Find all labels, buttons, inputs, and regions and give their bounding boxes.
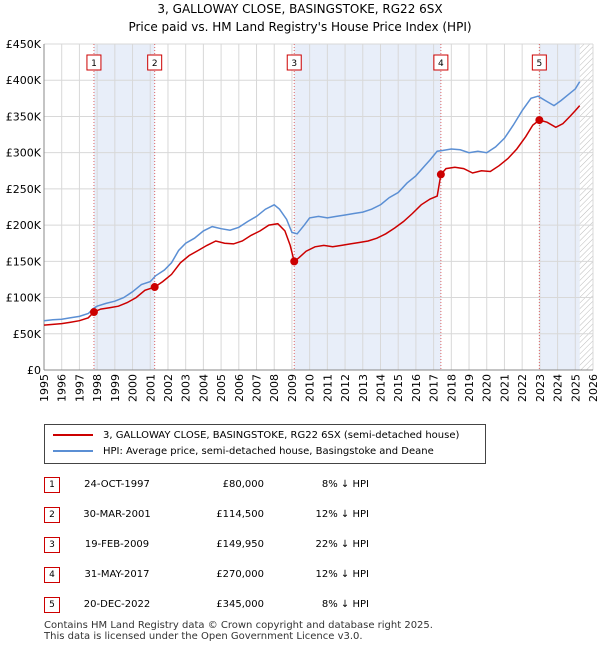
x-tick-label: 2016: [410, 374, 423, 402]
transaction-point: [290, 257, 299, 266]
transaction-marker-number: 1: [91, 59, 97, 69]
transaction-marker-number: 2: [152, 59, 158, 69]
x-tick-label: 2014: [374, 374, 387, 402]
x-tick-label: 1997: [73, 374, 86, 402]
transaction-price: £270,000: [216, 569, 264, 580]
y-tick-label: £100K: [6, 292, 42, 305]
ownership-band: [93, 44, 155, 370]
transaction-marker-number: 4: [438, 59, 444, 69]
transaction-marker-box: [531, 54, 547, 71]
x-tick-label: 1998: [91, 374, 104, 402]
legend-label-hpi: HPI: Average price, semi-detached house,…: [103, 446, 434, 457]
transaction-price: £149,950: [216, 539, 264, 550]
transaction-price: £345,000: [216, 599, 264, 610]
x-tick-label: 2008: [268, 374, 281, 402]
x-tick-label: 2026: [587, 374, 600, 402]
x-tick-label: 2012: [339, 374, 352, 402]
legend-label-property: 3, GALLOWAY CLOSE, BASINGSTOKE, RG22 6SX…: [103, 430, 460, 441]
x-tick-label: 2021: [498, 374, 511, 402]
transaction-number: 3: [44, 537, 60, 553]
y-tick-label: £0: [27, 364, 41, 377]
x-tick-label: 2004: [197, 374, 210, 402]
x-tick-label: 2025: [569, 374, 582, 402]
transaction-marker-box: [286, 54, 302, 71]
x-tick-label: 1996: [56, 374, 69, 402]
legend-swatch-hpi: [53, 450, 93, 452]
chart-title: 3, GALLOWAY CLOSE, BASINGSTOKE, RG22 6SX: [157, 2, 443, 16]
footer-licence: This data is licensed under the Open Gov…: [44, 631, 363, 642]
future-hatch: [579, 44, 593, 370]
transaction-marker-number: 5: [536, 59, 542, 69]
x-tick-label: 2019: [463, 374, 476, 402]
y-tick-label: £250K: [6, 183, 42, 196]
y-tick-label: £350K: [6, 110, 42, 123]
price-chart: £0 £50K £100K £150K £200K £250K £300K £350K £400…: [6, 38, 600, 402]
x-tick-label: 2011: [321, 374, 334, 402]
ownership-band: [294, 44, 441, 370]
transaction-marker-box: [86, 54, 102, 71]
transaction-hpi-diff: 22% ↓ HPI: [315, 539, 369, 550]
transaction-date: 31-MAY-2017: [84, 569, 150, 580]
transaction-hpi-diff: 8% ↓ HPI: [321, 599, 369, 610]
legend-item-hpi: HPI: Average price, semi-detached house,…: [53, 445, 434, 459]
x-tick-label: 1999: [109, 374, 122, 402]
legend-item-property: 3, GALLOWAY CLOSE, BASINGSTOKE, RG22 6SX…: [53, 429, 459, 443]
x-tick-label: 2022: [516, 374, 529, 402]
x-tick-label: 1995: [38, 374, 51, 402]
x-tick-label: 2005: [215, 374, 228, 402]
transaction-hpi-diff: 12% ↓ HPI: [315, 509, 369, 520]
x-tick-label: 2010: [304, 374, 317, 402]
transaction-point: [436, 170, 445, 179]
x-tick-label: 2023: [534, 374, 547, 402]
transaction-date: 19-FEB-2009: [84, 539, 150, 550]
x-tick-label: 2007: [251, 374, 264, 402]
x-tick-label: 2013: [357, 374, 370, 402]
y-tick-label: £50K: [13, 328, 42, 341]
footer-copyright: Contains HM Land Registry data © Crown c…: [44, 620, 433, 631]
legend: 3, GALLOWAY CLOSE, BASINGSTOKE, RG22 6SX…: [44, 424, 486, 464]
x-tick-label: 2024: [552, 374, 565, 402]
transaction-point: [150, 283, 159, 292]
transaction-number: 4: [44, 567, 60, 583]
ownership-band: [539, 44, 580, 370]
series-line: [43, 81, 581, 322]
x-tick-label: 2018: [445, 374, 458, 402]
x-tick-label: 2003: [180, 374, 193, 402]
x-tick-label: 2017: [428, 374, 441, 402]
x-tick-label: 2020: [481, 374, 494, 402]
x-tick-label: 2015: [392, 374, 405, 402]
y-tick-label: £300K: [6, 147, 42, 160]
chart-subtitle: Price paid vs. HM Land Registry's House …: [128, 20, 472, 34]
transaction-marker-box: [433, 54, 449, 71]
x-tick-label: 2000: [127, 374, 140, 402]
x-tick-label: 2009: [286, 374, 299, 402]
transaction-date: 30-MAR-2001: [83, 509, 151, 520]
x-tick-label: 2001: [144, 374, 157, 402]
transaction-date: 24-OCT-1997: [84, 479, 150, 490]
transaction-price: £80,000: [222, 479, 264, 490]
legend-swatch-property: [53, 434, 93, 436]
transaction-number: 2: [44, 507, 60, 523]
y-tick-label: £450K: [6, 38, 42, 51]
transaction-hpi-diff: 12% ↓ HPI: [315, 569, 369, 580]
transaction-point: [535, 116, 544, 125]
y-tick-label: £400K: [6, 74, 42, 87]
transaction-marker-box: [147, 54, 163, 71]
y-tick-label: £150K: [6, 255, 42, 268]
transaction-number: 1: [44, 477, 60, 493]
transaction-date: 20-DEC-2022: [83, 599, 151, 610]
transaction-point: [89, 308, 98, 317]
series-line: [43, 105, 581, 326]
transaction-price: £114,500: [216, 509, 264, 520]
transaction-marker-number: 3: [291, 59, 297, 69]
x-tick-label: 2006: [233, 374, 246, 402]
y-tick-label: £200K: [6, 219, 42, 232]
transaction-hpi-diff: 8% ↓ HPI: [321, 479, 369, 490]
transaction-number: 5: [44, 597, 60, 613]
x-tick-label: 2002: [162, 374, 175, 402]
